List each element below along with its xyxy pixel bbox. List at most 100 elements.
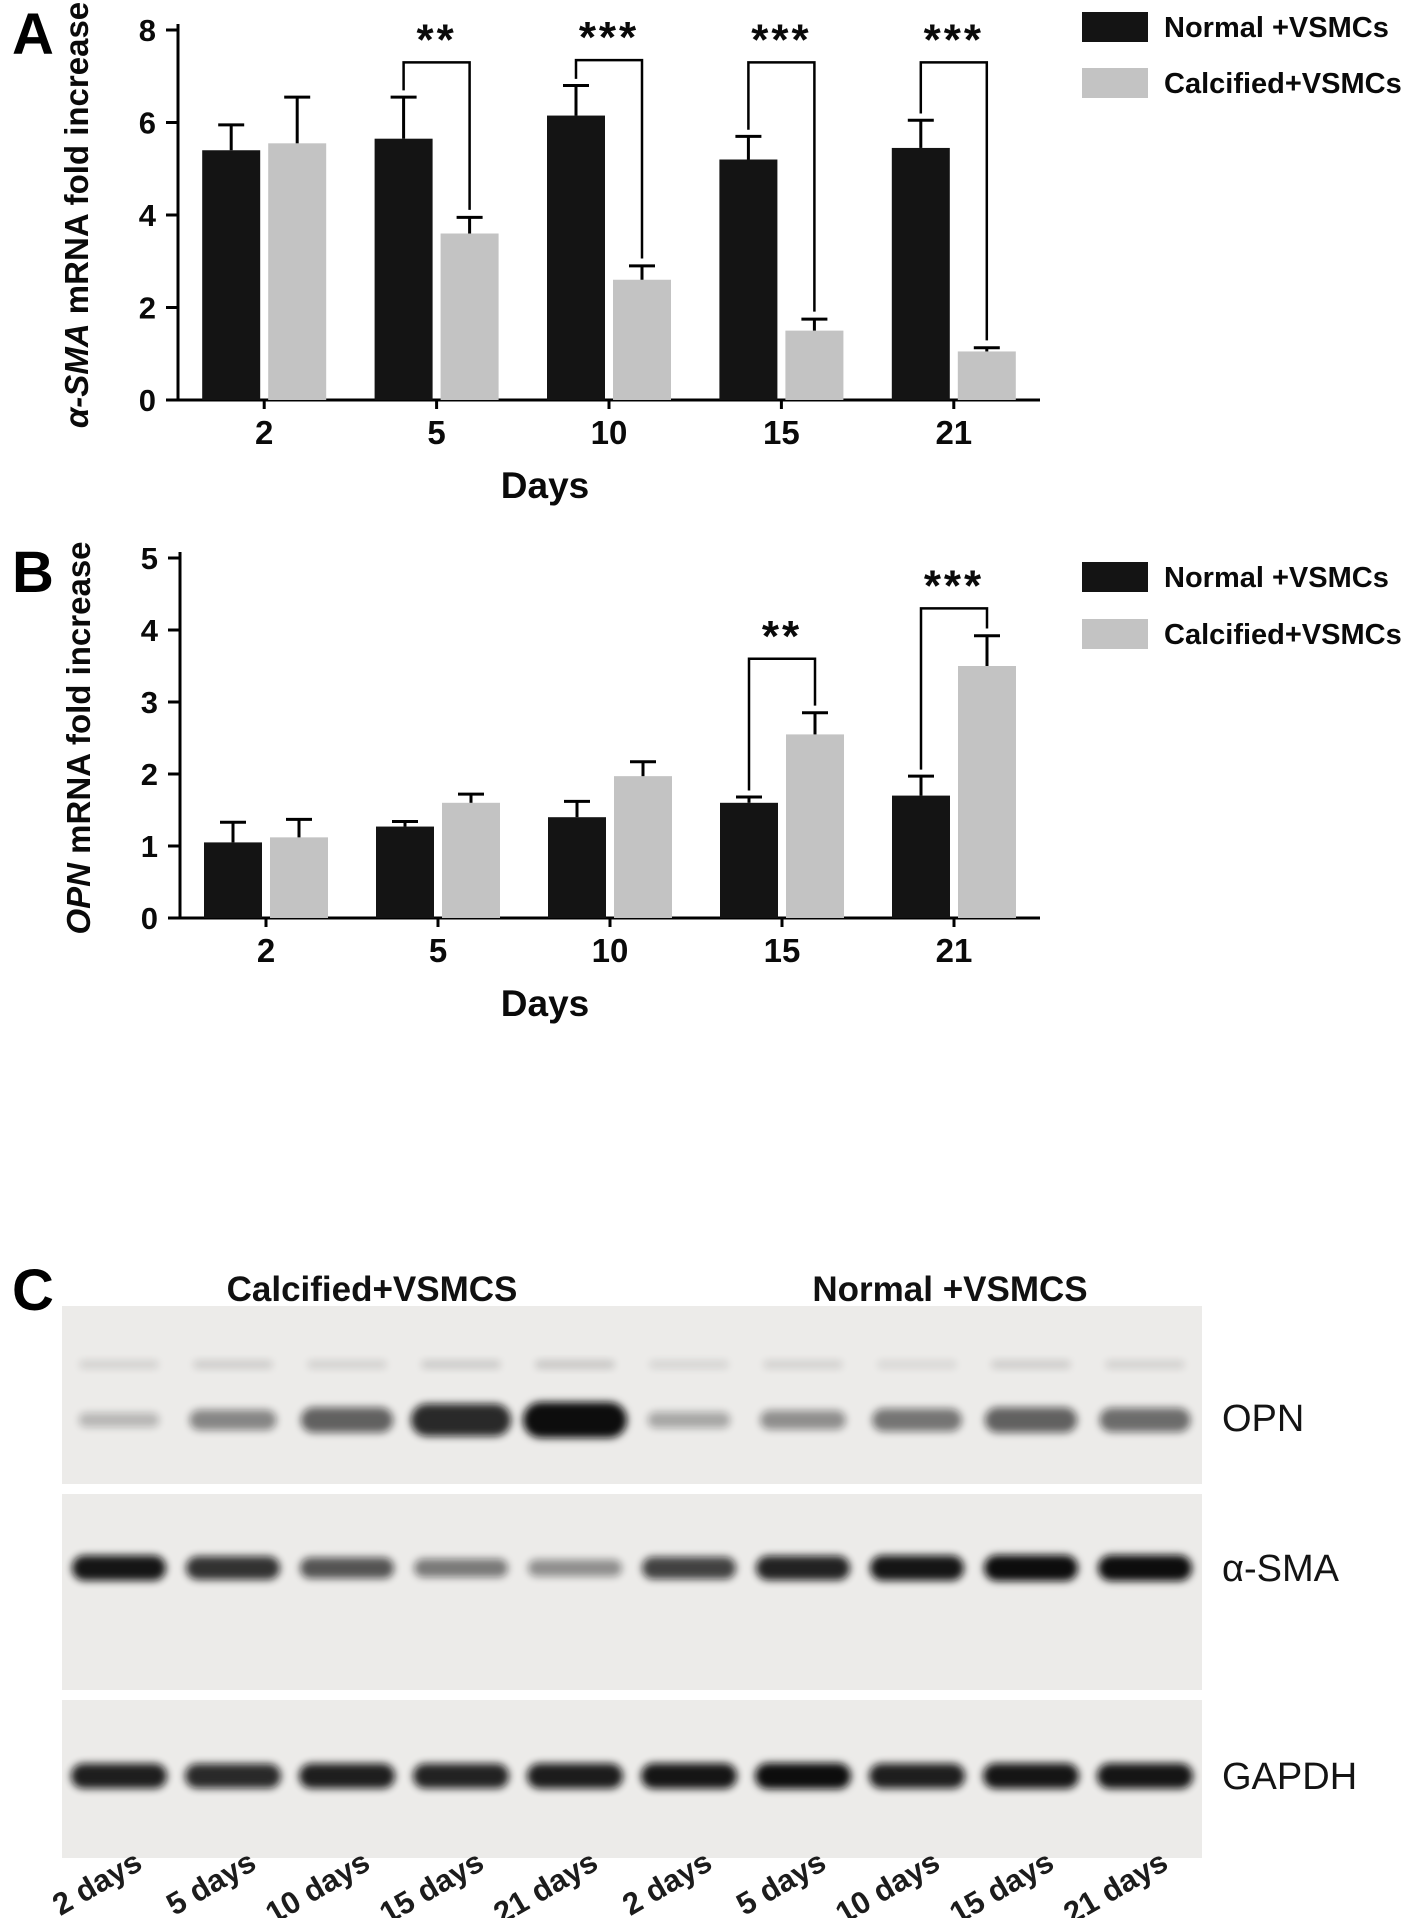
bar	[440, 233, 499, 400]
x-category-label: 15	[763, 414, 800, 451]
blot-row-label-a-sma: α-SMA	[1222, 1548, 1339, 1590]
significance-bracket	[402, 61, 471, 210]
bar	[442, 802, 500, 918]
blot-ghost-band	[535, 1360, 615, 1369]
blot-band	[185, 1763, 281, 1789]
blot-band	[984, 1407, 1078, 1433]
y-tick-label: 4	[139, 198, 157, 233]
significance-bracket	[747, 61, 816, 312]
significance-label: **	[416, 15, 456, 64]
blot-band	[410, 1403, 512, 1437]
y-tick-label: 8	[139, 13, 156, 48]
blot-band	[647, 1411, 731, 1429]
x-category-label: 15	[764, 932, 801, 969]
blot-band	[755, 1763, 851, 1789]
legend-label: Calcified+VSMCs	[1164, 68, 1402, 100]
blot-ghost-band	[649, 1360, 729, 1369]
y-tick-label: 3	[141, 685, 158, 720]
bar	[270, 837, 328, 918]
bar	[719, 159, 778, 400]
bar	[613, 279, 671, 400]
y-tick-label: 5	[141, 541, 158, 576]
y-tick-label: 4	[141, 613, 159, 648]
significance-label: **	[762, 612, 802, 661]
legend-swatch	[1082, 562, 1148, 592]
blot-band	[186, 1556, 280, 1580]
bar	[204, 842, 262, 918]
legend-label: Normal +VSMCs	[1164, 562, 1389, 594]
blot-ghost-band	[421, 1360, 501, 1369]
x-axis-title: Days	[501, 983, 589, 1024]
bar	[614, 776, 672, 918]
significance-label: ***	[924, 561, 984, 610]
blot-band	[872, 1408, 962, 1432]
blot-group-header-calcified: Calcified+VSMCS	[226, 1270, 518, 1309]
significance-bracket	[574, 58, 644, 259]
x-category-label: 2	[255, 414, 273, 451]
blot-band	[523, 1402, 627, 1438]
y-tick-label: 0	[139, 383, 156, 418]
blot-row-label-gapdh: GAPDH	[1222, 1756, 1358, 1798]
legend-swatch	[1082, 68, 1148, 98]
significance-label: ***	[579, 13, 639, 62]
panel-b-label: B	[12, 540, 54, 605]
bar	[786, 734, 844, 918]
significance-bracket	[919, 61, 989, 341]
blot-ghost-band	[79, 1360, 159, 1369]
x-category-label: 10	[592, 932, 629, 969]
blot-band	[528, 1559, 622, 1577]
bar	[376, 826, 434, 918]
blot-band	[527, 1763, 623, 1789]
blot-band	[984, 1555, 1078, 1581]
y-axis-title: OPN mRNA fold increase	[60, 541, 97, 934]
significance-bracket	[747, 657, 817, 791]
blot-band	[300, 1557, 394, 1579]
blot-band	[299, 1763, 395, 1789]
blot-group-header-normal: Normal +VSMCS	[812, 1270, 1088, 1309]
panel-c-label: C	[12, 1258, 54, 1323]
x-category-label: 2	[257, 932, 275, 969]
blot-ghost-band	[307, 1360, 387, 1369]
y-tick-label: 2	[141, 757, 158, 792]
blot-row-label-opn: OPN	[1222, 1398, 1305, 1440]
blot-band	[413, 1763, 509, 1789]
legend-swatch	[1082, 12, 1148, 42]
x-category-label: 10	[591, 414, 628, 451]
x-category-label: 5	[427, 414, 445, 451]
blot-strip	[62, 1494, 1202, 1690]
x-category-label: 5	[429, 932, 447, 969]
bar	[202, 150, 261, 400]
legend-swatch	[1082, 619, 1148, 649]
blot-band	[189, 1409, 277, 1431]
blot-band	[760, 1410, 846, 1430]
blot-ghost-band	[991, 1360, 1071, 1369]
blot-ghost-band	[763, 1360, 843, 1369]
y-tick-label: 6	[139, 106, 156, 141]
legend-label: Calcified+VSMCs	[1164, 619, 1402, 651]
x-category-label: 21	[936, 932, 973, 969]
significance-label: ***	[751, 15, 811, 64]
significance-label: ***	[924, 15, 984, 64]
blot-ghost-band	[193, 1360, 273, 1369]
bar	[374, 138, 433, 400]
significance-bracket	[919, 607, 989, 770]
blot-band	[300, 1407, 394, 1433]
panel-a-label: A	[12, 2, 54, 67]
blot-band	[1097, 1763, 1193, 1789]
blot-band	[642, 1556, 736, 1580]
bar	[785, 330, 844, 400]
bar	[958, 666, 1016, 918]
bar	[957, 351, 1016, 400]
blot-band	[1098, 1555, 1192, 1581]
blot-band	[756, 1555, 850, 1581]
bar	[892, 795, 950, 918]
blot-band	[983, 1763, 1079, 1789]
bar	[268, 143, 327, 400]
y-axis-title: α-SMA mRNA fold increase	[58, 2, 95, 428]
blot-band	[414, 1558, 508, 1578]
blot-band	[72, 1555, 166, 1581]
blot-ghost-band	[1105, 1360, 1185, 1369]
